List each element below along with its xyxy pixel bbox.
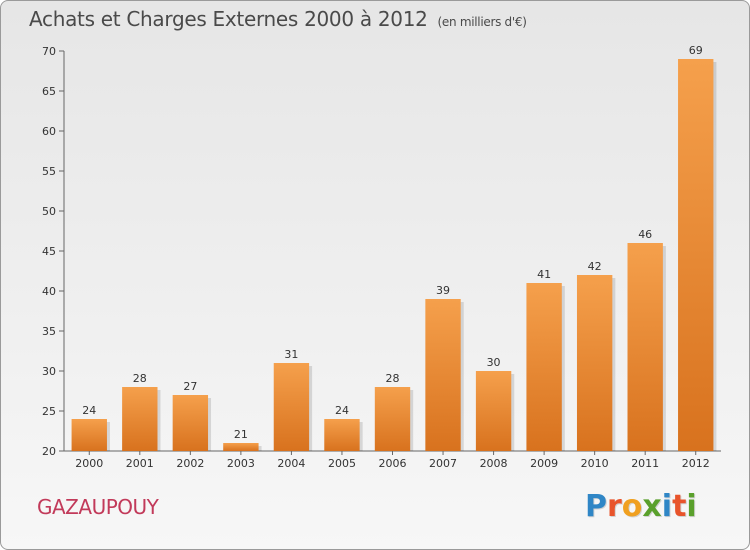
x-tick-label: 2006 — [379, 457, 407, 470]
bar-value-label: 42 — [588, 260, 602, 273]
bar-value-label: 30 — [487, 356, 501, 369]
bar-value-label: 46 — [638, 228, 652, 241]
logo-letter: i — [686, 489, 697, 524]
logo-letter: t — [672, 489, 687, 524]
y-tick-label: 70 — [42, 45, 56, 58]
bar-2001 — [122, 387, 158, 451]
bar-value-label: 21 — [234, 428, 248, 441]
x-tick-label: 2008 — [480, 457, 508, 470]
bar-2000 — [71, 419, 107, 451]
y-tick-label: 20 — [42, 445, 56, 458]
y-tick-label: 55 — [42, 165, 56, 178]
x-tick-label: 2003 — [227, 457, 255, 470]
bar-2004 — [273, 363, 310, 451]
y-tick-label: 30 — [42, 365, 56, 378]
x-tick-label: 2012 — [682, 457, 710, 470]
chart-unit: (en milliers d'€) — [437, 15, 527, 29]
bar-2007 — [425, 299, 461, 451]
proxiti-logo: Proxiti — [585, 489, 697, 524]
bar-value-label: 28 — [133, 372, 147, 385]
bar-2009 — [526, 283, 562, 451]
y-tick-label: 65 — [42, 85, 56, 98]
y-tick-label: 60 — [42, 125, 56, 138]
logo-letter: i — [661, 489, 673, 524]
x-tick-label: 2005 — [328, 457, 356, 470]
bar-value-label: 24 — [82, 404, 96, 417]
x-tick-label: 2010 — [581, 457, 609, 470]
chart-title-text: Achats et Charges Externes 2000 à 2012 — [29, 7, 428, 31]
x-tick-label: 2009 — [530, 457, 558, 470]
bar-2012 — [678, 59, 714, 451]
x-tick-label: 2002 — [176, 457, 204, 470]
x-tick-label: 2001 — [126, 457, 154, 470]
bar-2010 — [576, 275, 613, 451]
bar-value-label: 31 — [284, 348, 298, 361]
y-tick-label: 45 — [42, 245, 56, 258]
x-tick-label: 2007 — [429, 457, 457, 470]
bar-value-label: 41 — [537, 268, 551, 281]
y-tick-label: 25 — [42, 405, 56, 418]
x-tick-label: 2011 — [631, 457, 659, 470]
y-tick-label: 50 — [42, 205, 56, 218]
y-tick-label: 35 — [42, 325, 56, 338]
bar-value-label: 69 — [689, 44, 703, 57]
commune-name: GAZAUPOUY — [37, 495, 159, 519]
bar-2008 — [475, 371, 512, 451]
chart-axes: 20 25 30 35 40 45 50 55 60 65 70 2000 2001 2002 2003 20… — [42, 45, 721, 470]
bar-2005 — [324, 419, 360, 451]
bar-2006 — [374, 387, 411, 451]
bar-2011 — [627, 243, 663, 451]
chart-bars: 24 28 27 21 31 24 28 39 30 41 42 46 69 — [71, 44, 717, 451]
logo-letter: o — [621, 489, 643, 524]
y-tick-label: 40 — [42, 285, 56, 298]
bar-value-label: 24 — [335, 404, 349, 417]
logo-letter: r — [607, 489, 622, 524]
logo-letter: x — [642, 489, 662, 524]
bar-value-label: 27 — [183, 380, 197, 393]
chart-title: Achats et Charges Externes 2000 à 2012 (e… — [29, 7, 527, 31]
x-tick-label: 2000 — [75, 457, 103, 470]
bar-value-label: 39 — [436, 284, 450, 297]
bar-2002 — [172, 395, 209, 451]
x-tick-label: 2004 — [277, 457, 305, 470]
logo-letter: P — [585, 489, 607, 524]
bar-value-label: 28 — [386, 372, 400, 385]
bar-2003 — [223, 443, 259, 451]
